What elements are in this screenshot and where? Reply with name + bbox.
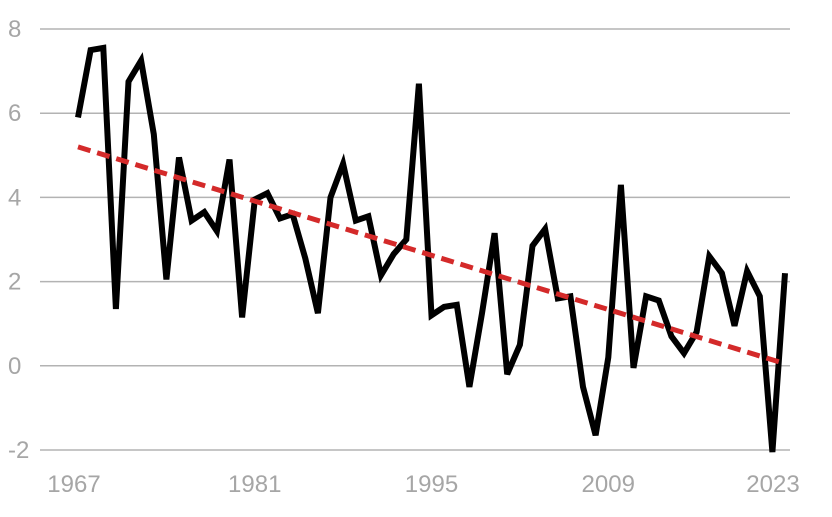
x-tick-label: 1981	[228, 471, 281, 498]
gridlines	[40, 28, 790, 451]
y-tick-label: 4	[8, 184, 21, 211]
x-axis-tick-labels: 1967 1981 1995 2009 2023	[47, 471, 799, 498]
x-tick-label: 2023	[746, 471, 799, 498]
y-axis-tick-labels: 8 6 4 2 0 -2	[8, 16, 29, 464]
x-tick-label: 1967	[47, 471, 100, 498]
series-layer	[75, 44, 788, 453]
y-tick-label: 2	[8, 269, 21, 296]
x-tick-label: 2009	[582, 471, 635, 498]
y-tick-label: 0	[8, 353, 21, 380]
y-tick-label: 6	[8, 100, 21, 127]
data-series-line	[75, 44, 788, 453]
y-tick-label: 8	[8, 16, 21, 43]
x-tick-label: 1995	[405, 471, 458, 498]
y-tick-label: -2	[8, 437, 29, 464]
trend-line	[77, 144, 786, 367]
